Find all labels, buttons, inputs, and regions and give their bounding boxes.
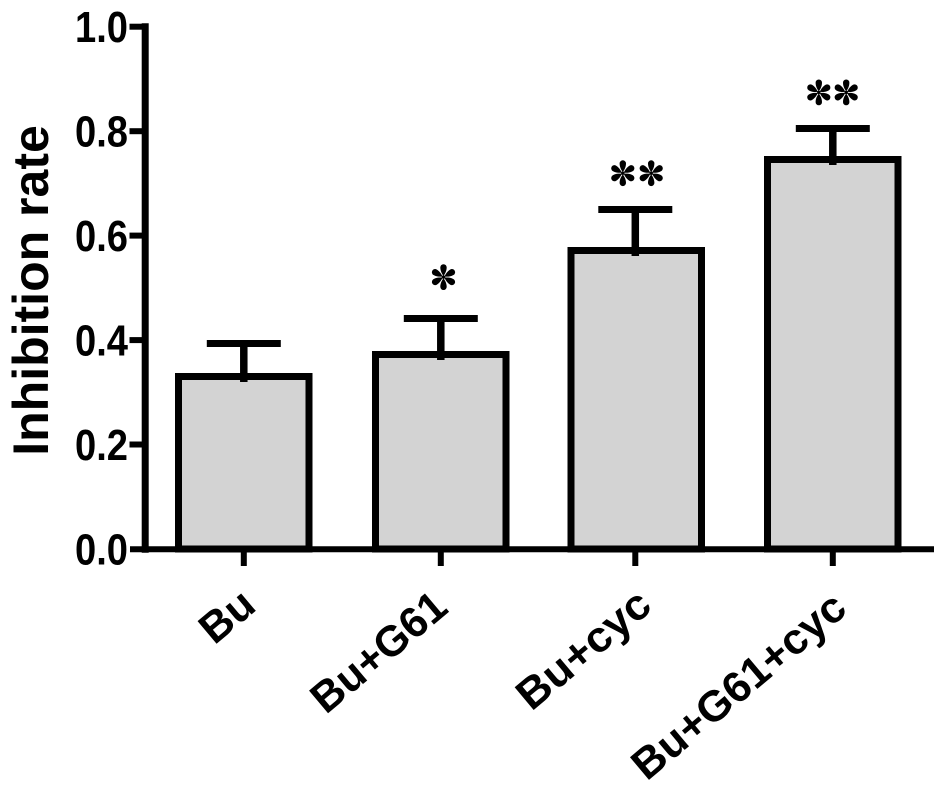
svg-text:0.2: 0.2 bbox=[75, 421, 128, 470]
svg-text:0.4: 0.4 bbox=[75, 317, 128, 366]
svg-text:0.0: 0.0 bbox=[75, 525, 128, 574]
svg-text:1.0: 1.0 bbox=[75, 3, 128, 52]
svg-text:Inhibition rate: Inhibition rate bbox=[3, 125, 59, 456]
svg-text:Bu+G61: Bu+G61 bbox=[301, 582, 456, 723]
svg-text:Bu: Bu bbox=[190, 580, 265, 653]
svg-text:Bu+cyc: Bu+cyc bbox=[507, 580, 660, 720]
svg-text:0.8: 0.8 bbox=[75, 108, 128, 157]
svg-text:0.6: 0.6 bbox=[75, 212, 128, 261]
